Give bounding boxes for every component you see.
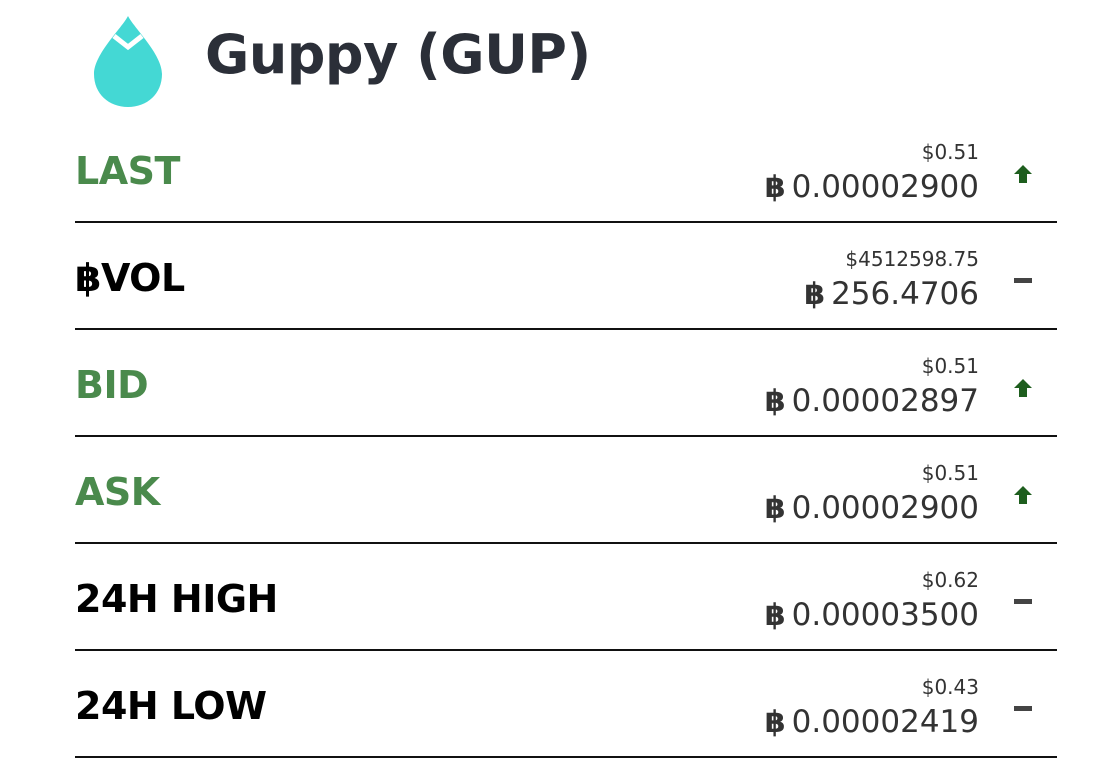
stat-btc-value: ฿ 256.4706 xyxy=(804,275,979,314)
page-title: Guppy (GUP) xyxy=(205,23,591,86)
stat-label: LAST xyxy=(75,149,180,193)
bitcoin-icon: ฿ xyxy=(764,384,786,419)
bitcoin-icon: ฿ xyxy=(764,170,786,205)
arrow-up-icon xyxy=(1014,165,1032,183)
stat-btc-value: ฿ 0.00002900 xyxy=(765,168,979,207)
stat-label: ASK xyxy=(75,470,160,514)
stat-row-ask: ASK $0.51 ฿ 0.00002900 xyxy=(75,437,1057,544)
dash-icon xyxy=(1014,706,1032,711)
stat-btc-value: ฿ 0.00003500 xyxy=(765,596,979,635)
stat-row-volume: ฿VOL $4512598.75 ฿ 256.4706 xyxy=(75,223,1057,330)
stat-row-24h-low: 24H LOW $0.43 ฿ 0.00002419 xyxy=(75,651,1057,758)
stat-row-last: LAST $0.51 ฿ 0.00002900 xyxy=(75,116,1057,223)
stat-usd-value: $0.51 xyxy=(921,140,979,164)
stat-label: 24H LOW xyxy=(75,684,267,728)
stat-label: 24H HIGH xyxy=(75,577,278,621)
bitcoin-icon: ฿ xyxy=(764,705,786,740)
dash-icon xyxy=(1014,278,1032,283)
market-stats-list: LAST $0.51 ฿ 0.00002900 ฿VOL $4512598.75 … xyxy=(75,116,1057,758)
bitcoin-icon: ฿ xyxy=(764,598,786,633)
stat-btc-amount: 256.4706 xyxy=(831,276,979,312)
bitcoin-icon: ฿ xyxy=(804,277,826,312)
stat-usd-value: $0.43 xyxy=(921,675,979,699)
stat-btc-amount: 0.00002419 xyxy=(791,704,979,740)
stat-usd-value: $0.51 xyxy=(921,461,979,485)
stat-btc-amount: 0.00003500 xyxy=(791,597,979,633)
stat-btc-value: ฿ 0.00002897 xyxy=(765,382,979,421)
stat-usd-value: $4512598.75 xyxy=(845,247,979,271)
stat-label: BID xyxy=(75,363,149,407)
stat-btc-value: ฿ 0.00002900 xyxy=(765,489,979,528)
bitcoin-icon: ฿ xyxy=(764,491,786,526)
stat-row-24h-high: 24H HIGH $0.62 ฿ 0.00003500 xyxy=(75,544,1057,651)
stat-row-bid: BID $0.51 ฿ 0.00002897 xyxy=(75,330,1057,437)
stat-btc-value: ฿ 0.00002419 xyxy=(765,703,979,742)
stat-usd-value: $0.62 xyxy=(921,568,979,592)
stat-btc-amount: 0.00002900 xyxy=(791,169,979,205)
water-drop-icon xyxy=(94,16,162,107)
stat-btc-amount: 0.00002900 xyxy=(791,490,979,526)
stat-btc-amount: 0.00002897 xyxy=(791,383,979,419)
stat-usd-value: $0.51 xyxy=(921,354,979,378)
arrow-up-icon xyxy=(1014,379,1032,397)
coin-header: Guppy (GUP) xyxy=(0,0,1108,120)
stat-label: ฿VOL xyxy=(75,256,185,300)
dash-icon xyxy=(1014,599,1032,604)
arrow-up-icon xyxy=(1014,486,1032,504)
